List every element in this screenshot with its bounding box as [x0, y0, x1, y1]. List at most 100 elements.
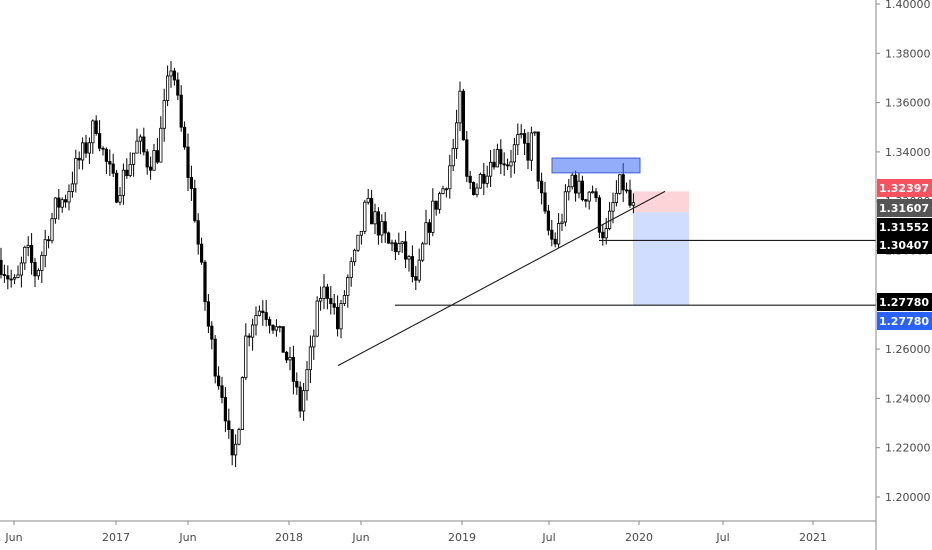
price-label: 1.27780: [877, 293, 932, 311]
candle: [94, 115, 98, 136]
candle: [468, 171, 472, 190]
candle: [210, 321, 214, 350]
candle: [434, 200, 438, 216]
candle: [295, 372, 299, 395]
price-label: 1.27780: [877, 312, 932, 330]
candle: [557, 213, 561, 249]
candle: [43, 229, 47, 268]
candle: [533, 131, 537, 137]
candle: [308, 335, 313, 384]
candle: [47, 236, 51, 249]
candle: [618, 174, 622, 195]
candle: [512, 137, 517, 174]
candle: [176, 72, 180, 100]
candle: [98, 120, 102, 152]
candle: [305, 361, 309, 401]
candle: [363, 199, 367, 235]
candle: [318, 286, 323, 311]
candle: [437, 191, 442, 214]
candle: [128, 152, 132, 178]
candle: [499, 139, 503, 175]
candles: [0, 61, 636, 468]
candle: [19, 256, 24, 288]
candle: [199, 237, 204, 265]
candle: [33, 257, 37, 288]
candle: [359, 230, 364, 245]
candle: [57, 188, 61, 220]
candle: [509, 149, 513, 178]
trendline[interactable]: [337, 190, 666, 367]
candle: [546, 204, 551, 236]
candle: [87, 137, 91, 164]
price-label-text: 1.31607: [879, 202, 929, 215]
candle: [16, 265, 20, 279]
price-label: 1.32397: [877, 179, 932, 197]
candle: [383, 212, 387, 243]
candle: [169, 61, 173, 88]
candle: [84, 134, 88, 158]
candle: [451, 138, 455, 172]
candle: [420, 241, 425, 262]
candle: [108, 149, 112, 177]
candle: [131, 152, 136, 177]
candle: [23, 245, 27, 270]
candle: [254, 306, 258, 336]
candle: [220, 376, 224, 404]
candle: [261, 300, 265, 326]
candle: [101, 146, 105, 156]
candle: [349, 257, 353, 287]
price-tick-label: 1.40000: [885, 0, 931, 11]
candle: [560, 213, 564, 232]
price-label: 1.31552: [877, 218, 932, 236]
candle: [380, 214, 384, 243]
resistance-box[interactable]: [551, 157, 641, 174]
candle: [193, 179, 197, 223]
candle: [587, 190, 591, 210]
price-label-text: 1.27780: [879, 315, 929, 328]
candle: [206, 294, 210, 334]
candle: [0, 247, 3, 279]
time-axis[interactable]: Jun 2017 Jun 2018 Jun 2019 Jul 2020 Jul 2021: [4, 521, 827, 544]
candle: [284, 351, 289, 364]
candle: [145, 149, 149, 175]
candle: [335, 295, 340, 337]
candle: [570, 173, 574, 190]
candle: [614, 180, 619, 207]
candle: [189, 165, 193, 201]
time-tick-label: Jun: [178, 531, 196, 544]
short-position-tool[interactable]: [633, 191, 689, 306]
candle: [301, 382, 306, 421]
candle: [502, 152, 506, 176]
candle: [291, 345, 296, 395]
candle: [216, 366, 221, 390]
candle: [625, 182, 629, 194]
candle: [410, 245, 415, 283]
candle: [230, 429, 234, 466]
stop-loss-zone[interactable]: [633, 191, 689, 213]
price-label-text: 1.31552: [879, 221, 929, 234]
candle: [322, 274, 326, 310]
candle: [403, 231, 408, 269]
candle: [427, 219, 432, 246]
candle: [155, 138, 159, 164]
price-tick-label: 1.34000: [885, 146, 931, 159]
time-tick-label: Jul: [541, 531, 555, 544]
candle: [482, 162, 486, 196]
price-tick-label: 1.22000: [885, 442, 931, 455]
candle: [567, 178, 571, 201]
candle: [488, 149, 493, 187]
candle: [264, 300, 268, 327]
price-label-bg: [877, 312, 932, 330]
price-label-bg: [877, 236, 932, 254]
candle: [298, 381, 302, 418]
price-tick-label: 1.36000: [885, 97, 931, 110]
candle: [6, 265, 10, 290]
drawings[interactable]: [337, 157, 876, 367]
candle: [485, 165, 489, 188]
candle: [584, 198, 588, 208]
take-profit-zone[interactable]: [633, 212, 689, 306]
price-tick-label: 1.20000: [885, 491, 931, 504]
